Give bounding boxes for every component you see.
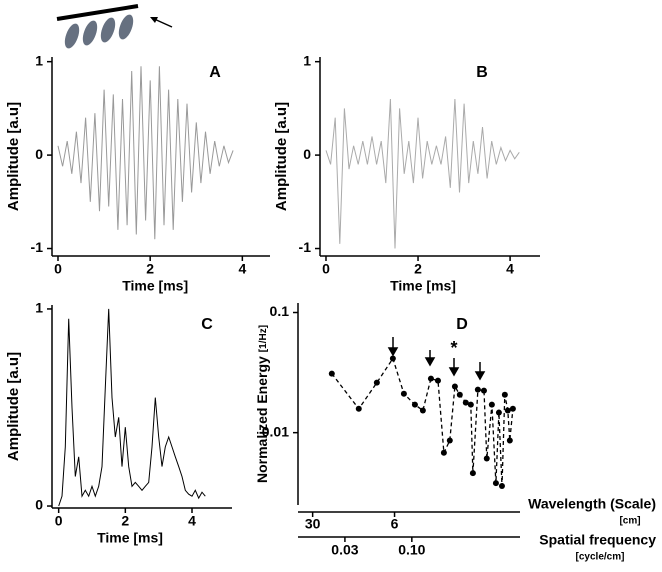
y-tick-label: 0.1	[270, 303, 290, 319]
y-tick-label: 1	[35, 300, 43, 316]
x2-tick-label: 30	[305, 516, 321, 532]
data-point	[469, 470, 476, 477]
data-point	[434, 377, 441, 384]
x-axis-label: Time [ms]	[97, 530, 163, 546]
panel-label: B	[476, 64, 488, 81]
data-point	[427, 375, 434, 382]
y-tick-label: -1	[31, 239, 44, 255]
y-tick-label: -1	[299, 239, 312, 255]
x-tick-label: 0.10	[398, 542, 425, 558]
x-tick-label: 0	[55, 513, 63, 529]
data-point	[480, 387, 487, 394]
icon-leaves	[64, 14, 134, 49]
y-tick-label: 0.01	[262, 423, 289, 439]
x-tick-label: 4	[238, 261, 246, 277]
data-point	[419, 407, 426, 414]
x-tick-label: 2	[414, 261, 422, 277]
x-axis-unit: [cycle/cm]	[576, 552, 625, 563]
y-tick-label: 1	[303, 52, 311, 68]
y-axis-label-text: Normalized Energy	[254, 356, 270, 483]
x-tick-label: 2	[146, 261, 154, 277]
trend-line	[331, 357, 514, 487]
data-point	[456, 391, 463, 398]
x2-axis-unit: [cm]	[619, 516, 640, 527]
x-axis-label: Time [ms]	[390, 278, 456, 294]
y-axis-label-unit: [1/Hz]	[258, 325, 269, 352]
data-point	[506, 437, 513, 444]
waveform	[57, 66, 234, 240]
data-point	[355, 405, 362, 412]
x-axis-label: Spatial frequency	[539, 532, 656, 548]
panel-label: D	[456, 316, 468, 333]
data-point	[474, 386, 481, 393]
x-tick-label: 0	[322, 261, 330, 277]
x2-axis-label: Wavelength (Scale)	[528, 496, 656, 512]
annotation: *	[450, 338, 457, 358]
x-tick-label: 4	[188, 513, 196, 529]
data-point	[462, 399, 469, 406]
waveform	[325, 98, 520, 249]
data-point	[483, 455, 490, 462]
data-point	[400, 390, 407, 397]
data-point	[467, 401, 474, 408]
panel-label: A	[209, 64, 221, 81]
data-point	[495, 409, 502, 416]
x-axis-label: Time [ms]	[122, 278, 188, 294]
panel-label: C	[201, 316, 213, 333]
x-tick-label: 0	[54, 261, 62, 277]
data-point	[389, 355, 396, 362]
x-tick-label: 2	[121, 513, 129, 529]
icon-bar	[56, 4, 139, 21]
data-point	[504, 407, 511, 414]
y-axis-label: Amplitude [a.u]	[5, 352, 22, 461]
y-tick-label: 0	[35, 146, 43, 162]
data-point	[498, 482, 505, 489]
y-axis-label: Amplitude [a.u]	[5, 102, 22, 211]
x-tick-label: 0.03	[331, 542, 358, 558]
data-point	[328, 370, 335, 377]
y-tick-label: 1	[35, 52, 43, 68]
data-point	[446, 437, 453, 444]
data-point	[373, 379, 380, 386]
icon-arrowhead	[150, 17, 158, 23]
data-point	[501, 391, 508, 398]
x-tick-label: 4	[506, 261, 514, 277]
y-tick-label: 0	[303, 146, 311, 162]
data-point	[451, 383, 458, 390]
data-point	[492, 480, 499, 487]
x2-tick-label: 6	[391, 516, 399, 532]
data-point	[509, 405, 516, 412]
y-axis-label: Amplitude [a.u]	[273, 102, 290, 211]
peak-arrows	[387, 337, 486, 381]
sensor-icon	[56, 4, 173, 49]
data-point	[440, 449, 447, 456]
y-tick-label: 0	[35, 497, 43, 513]
y-axis-label: Normalized Energy [1/Hz]	[254, 325, 270, 483]
data-point	[411, 401, 418, 408]
data-point	[488, 401, 495, 408]
waveform	[58, 308, 206, 507]
